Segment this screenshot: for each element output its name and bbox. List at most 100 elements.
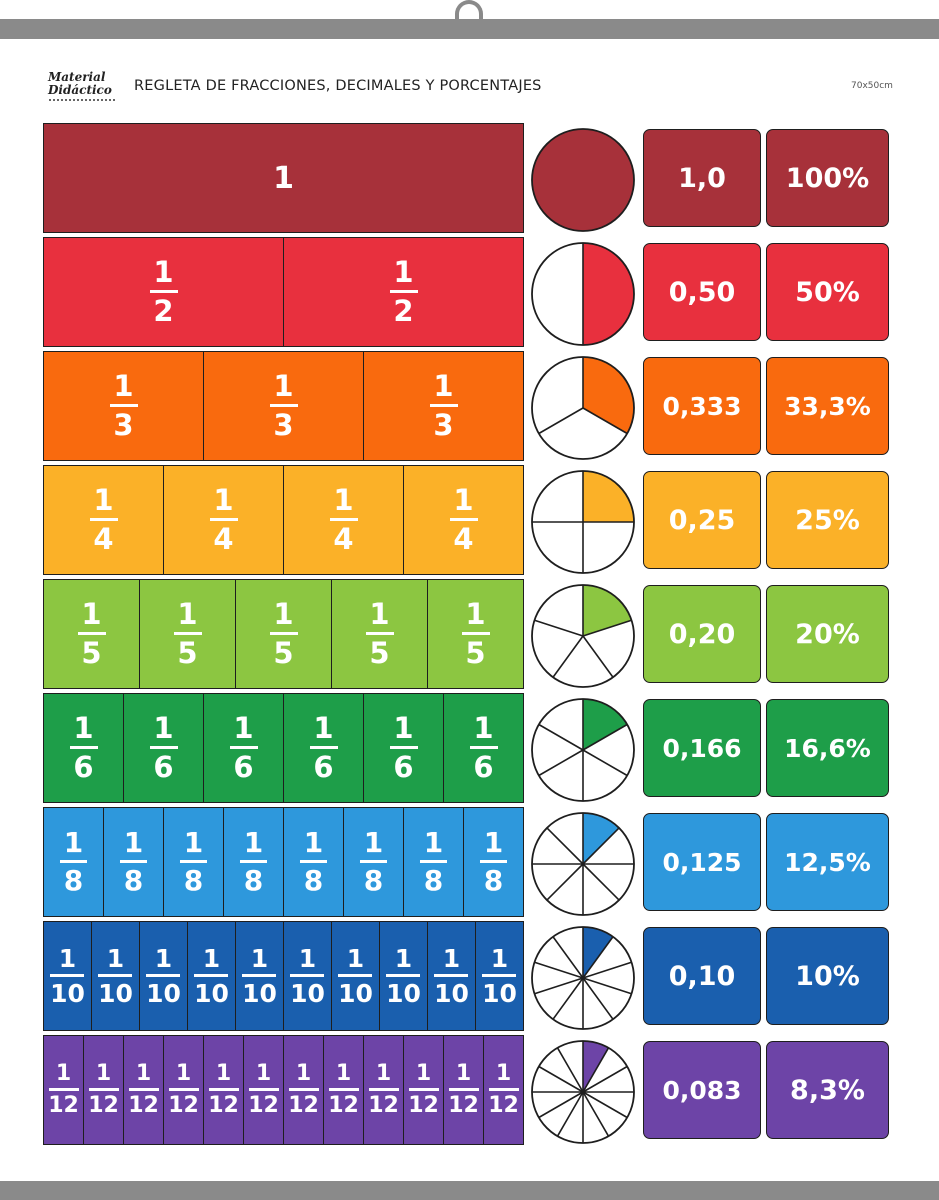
- decimal-tile: 0,333: [643, 357, 761, 455]
- sector-divider: [582, 1047, 610, 1093]
- fraction-numerator: 1: [250, 944, 269, 973]
- fraction-denominator: 10: [434, 979, 469, 1008]
- fraction-piece: 1 12: [443, 1035, 484, 1145]
- fraction-denominator: 8: [423, 864, 444, 897]
- fraction-numerator: 1: [453, 483, 474, 517]
- bottom-hanger-bar: [0, 1181, 939, 1200]
- fraction-line: [288, 1088, 319, 1091]
- percent-tile: 10%: [766, 927, 889, 1025]
- fraction-denominator: 2: [153, 294, 174, 328]
- sector-divider: [582, 977, 632, 995]
- fraction-line: [365, 632, 394, 635]
- fraction-numerator: 1: [95, 1061, 112, 1086]
- shaded-sector: [583, 243, 634, 345]
- fraction-line: [149, 290, 178, 293]
- fraction-line: [48, 1088, 79, 1091]
- sector-divider: [582, 827, 620, 865]
- fraction-label: 1 10: [242, 946, 277, 1006]
- fraction-numerator: 1: [346, 944, 365, 973]
- percent-tile: 33,3%: [766, 357, 889, 455]
- sector-divider: [552, 977, 584, 1020]
- decimal-tile: 1,0: [643, 129, 761, 227]
- fraction-denominator: 12: [408, 1093, 439, 1118]
- circle-outline: [531, 356, 635, 460]
- shaded-sector: [583, 471, 634, 522]
- decimal-tile: 0,083: [643, 1041, 761, 1139]
- circle-outline: [531, 1040, 635, 1144]
- sector-divider: [582, 977, 614, 1020]
- fraction-numerator: 1: [177, 597, 198, 631]
- fraction-denominator: 12: [168, 1093, 199, 1118]
- brand-logo: Material Didáctico: [48, 70, 128, 104]
- fraction-label: 1 10: [482, 946, 517, 1006]
- fraction-line: [77, 632, 106, 635]
- percent-tile: 100%: [766, 129, 889, 227]
- fraction-circle: [531, 470, 635, 574]
- fraction-line: [469, 746, 498, 749]
- fraction-denominator: 5: [465, 636, 486, 670]
- fraction-denominator: 5: [81, 636, 102, 670]
- sector-divider: [556, 1047, 584, 1093]
- fraction-line: [480, 860, 507, 863]
- fraction-line: [98, 974, 133, 977]
- sector-divider: [582, 749, 628, 777]
- fraction-denominator: 8: [63, 864, 84, 897]
- fraction-piece: 1 12: [123, 1035, 164, 1145]
- fraction-numerator: 1: [273, 597, 294, 631]
- shaded-sector: [583, 927, 613, 978]
- fraction-line: [109, 404, 138, 407]
- fraction-label: 1 10: [434, 946, 469, 1006]
- fraction-numerator: 1: [335, 1061, 352, 1086]
- fraction-numerator: 1: [55, 1061, 72, 1086]
- fraction-numerator: 1: [123, 826, 144, 859]
- fraction-piece: 1 10: [283, 921, 332, 1031]
- fraction-numerator: 1: [473, 711, 494, 745]
- fraction-line: [209, 518, 238, 521]
- fraction-label: 1 12: [448, 1063, 479, 1117]
- fraction-circle: [531, 1040, 635, 1144]
- fraction-piece: 1 12: [243, 1035, 284, 1145]
- fraction-denominator: 10: [338, 979, 373, 1008]
- fraction-denominator: 12: [368, 1093, 399, 1118]
- fraction-denominator: 4: [93, 522, 114, 556]
- fraction-line: [461, 632, 490, 635]
- fraction-numerator: 1: [215, 1061, 232, 1086]
- fraction-line: [309, 746, 338, 749]
- fraction-numerator: 1: [175, 1061, 192, 1086]
- circle-outline: [531, 584, 635, 688]
- fraction-line: [408, 1088, 439, 1091]
- fraction-denominator: 2: [393, 294, 414, 328]
- fraction-line: [434, 974, 469, 977]
- fraction-denominator: 12: [88, 1093, 119, 1118]
- sector-divider: [538, 1091, 584, 1119]
- fraction-piece: 1 12: [323, 1035, 364, 1145]
- fraction-denominator: 8: [363, 864, 384, 897]
- fraction-denominator: 12: [288, 1093, 319, 1118]
- fraction-denominator: 8: [243, 864, 264, 897]
- fraction-numerator: 1: [465, 597, 486, 631]
- chart-title: REGLETA DE FRACCIONES, DECIMALES Y PORCE…: [134, 78, 542, 94]
- sector-divider: [552, 936, 584, 979]
- fraction-denominator: 8: [183, 864, 204, 897]
- decimal-tile: 0,125: [643, 813, 761, 911]
- fraction-circle: [531, 698, 635, 802]
- sector-divider: [556, 1091, 584, 1137]
- fraction-denominator: 10: [146, 979, 181, 1008]
